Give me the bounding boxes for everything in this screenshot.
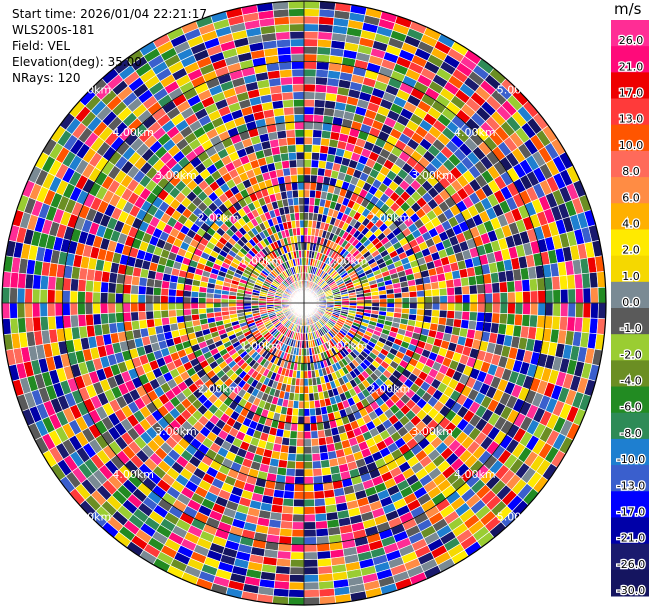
colorbar-tick-label: 2.0 xyxy=(622,244,640,257)
colorbar-tick-label: -4.0 xyxy=(620,375,641,388)
colorbar-tick-label: 1.0 xyxy=(622,270,640,283)
colorbar-tick-label: 26.0 xyxy=(619,34,644,47)
colorbar-tick-label: -26.0 xyxy=(617,558,645,571)
colorbar-tick-label: 0.0 xyxy=(622,296,640,309)
colorbar-tick-label: 8.0 xyxy=(622,165,640,178)
colorbar-tick-label: 10.0 xyxy=(619,139,644,152)
colorbar-tick-label: -1.0 xyxy=(620,322,641,335)
colorbar-tick-label: 17.0 xyxy=(619,87,644,100)
colorbar-tick-label: -30.0 xyxy=(617,584,645,597)
colorbar-tick-label: -10.0 xyxy=(617,453,645,466)
colorbar-tick-label: -2.0 xyxy=(620,348,641,361)
colorbar-tick-label: -8.0 xyxy=(620,427,641,440)
colorbar-tick-label: -17.0 xyxy=(617,505,645,518)
colorbar-tick-label: 6.0 xyxy=(622,191,640,204)
colorbar-tick-label: 21.0 xyxy=(619,60,644,73)
ppi-gates xyxy=(1,0,607,606)
colorbar-tick-label: 13.0 xyxy=(619,113,644,126)
colorbar-tick-label: 4.0 xyxy=(622,217,640,230)
colorbar-tick-label: -6.0 xyxy=(620,401,641,414)
colorbar-tick-label: -21.0 xyxy=(617,532,645,545)
colorbar-tick-label: -13.0 xyxy=(617,479,645,492)
